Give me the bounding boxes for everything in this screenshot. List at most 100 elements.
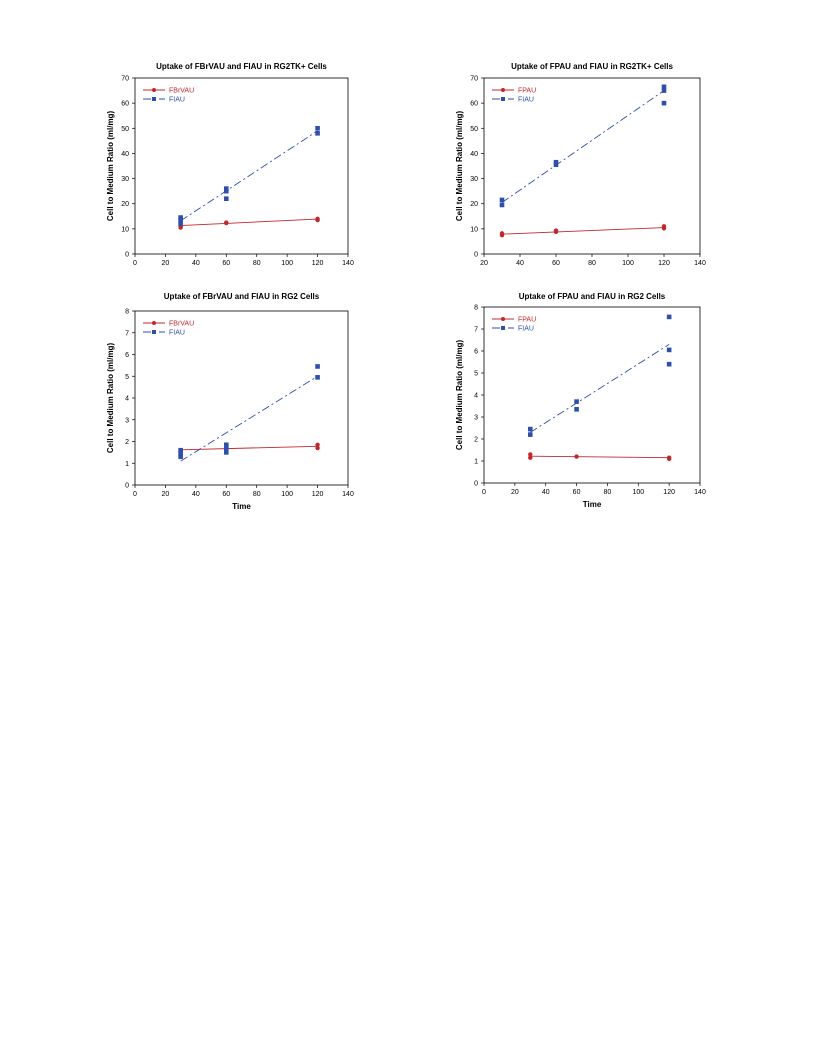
legend-marker bbox=[152, 330, 156, 334]
y-tick-label: 5 bbox=[125, 374, 129, 381]
data-point-fiau bbox=[315, 131, 320, 136]
plot-frame bbox=[483, 77, 701, 255]
y-tick-label: 30 bbox=[470, 176, 478, 183]
x-tick-label: 40 bbox=[542, 489, 550, 496]
x-tick-label: 140 bbox=[694, 260, 706, 267]
y-tick-label: 20 bbox=[470, 201, 478, 208]
x-tick-label: 80 bbox=[253, 491, 261, 498]
y-tick-label: 4 bbox=[474, 393, 478, 400]
data-point-fpau bbox=[528, 452, 533, 457]
x-axis-label: Time bbox=[232, 502, 251, 511]
data-point-fiau bbox=[666, 314, 672, 320]
data-point-fiau bbox=[666, 347, 672, 353]
y-tick-label: 0 bbox=[125, 252, 129, 259]
y-axis-label: Cell to Medium Ratio (ml/mg) bbox=[106, 343, 115, 454]
data-point-fpau bbox=[528, 455, 533, 460]
data-point-fiau bbox=[223, 442, 229, 448]
data-point-fpau bbox=[666, 455, 672, 460]
trend-line-fiau bbox=[180, 375, 318, 462]
legend-marker bbox=[152, 88, 156, 92]
x-tick-label: 100 bbox=[622, 260, 634, 267]
legend-label: FBrVAU bbox=[169, 321, 194, 328]
chart-rg2-fbrvau: Uptake of FBrVAU and FIAU in RG2 Cells 0 2… bbox=[106, 292, 354, 511]
chart-rg2tk-fbrvau: Uptake of FBrVAU and FIAU in RG2TK+ Cell… bbox=[106, 62, 354, 272]
data-point-fiau bbox=[553, 159, 559, 165]
legend-marker bbox=[501, 88, 505, 92]
data-point-fiau bbox=[178, 454, 183, 460]
y-tick-label: 0 bbox=[474, 252, 478, 259]
data-point-fpau bbox=[661, 224, 667, 229]
y-tick-label: 20 bbox=[121, 201, 129, 208]
chart-title: Uptake of FBrVAU and FIAU in RG2 Cells bbox=[164, 292, 320, 301]
data-point-fiau bbox=[499, 202, 505, 208]
y-tick-label: 10 bbox=[470, 226, 478, 233]
data-point-fiau bbox=[666, 361, 672, 367]
data-point-fiau bbox=[661, 100, 667, 106]
x-tick-label: 0 bbox=[133, 260, 137, 267]
legend-marker bbox=[152, 321, 156, 325]
x-tick-label: 40 bbox=[192, 491, 200, 498]
data-point-fpau bbox=[574, 454, 579, 459]
x-tick-label: 120 bbox=[312, 491, 324, 498]
y-tick-label: 40 bbox=[121, 151, 129, 158]
x-tick-label: 40 bbox=[192, 260, 200, 267]
y-tick-label: 60 bbox=[121, 101, 129, 108]
data-point-fpau bbox=[553, 228, 559, 233]
y-tick-label: 2 bbox=[474, 437, 478, 444]
y-tick-label: 7 bbox=[125, 330, 129, 337]
data-point-fiau bbox=[315, 125, 320, 131]
chart-title: Uptake of FPAU and FIAU in RG2TK+ Cells bbox=[511, 62, 673, 71]
data-point-fiau bbox=[178, 217, 183, 223]
x-tick-label: 80 bbox=[588, 260, 596, 267]
y-tick-label: 1 bbox=[125, 461, 129, 468]
data-point-fiau bbox=[223, 450, 229, 455]
legend-label: FIAU bbox=[169, 97, 185, 104]
legend-marker bbox=[501, 326, 505, 330]
data-point-fiau bbox=[499, 197, 505, 203]
x-tick-label: 20 bbox=[162, 260, 170, 267]
legend-label: FPAU bbox=[518, 317, 536, 324]
data-point-fbrvau bbox=[315, 442, 320, 447]
x-tick-label: 40 bbox=[516, 260, 524, 267]
data-point-fiau bbox=[315, 375, 320, 380]
y-tick-label: 2 bbox=[125, 439, 129, 446]
legend-label: FIAU bbox=[169, 330, 185, 337]
x-tick-label: 60 bbox=[222, 260, 230, 267]
legend-marker bbox=[152, 97, 156, 101]
y-axis-label: Cell to Medium Ratio (ml/mg) bbox=[106, 111, 115, 222]
data-point-fiau bbox=[553, 162, 559, 168]
x-tick-label: 0 bbox=[133, 491, 137, 498]
data-point-fbrvau bbox=[224, 220, 229, 226]
trend-line-fbrvau bbox=[180, 445, 318, 451]
data-point-fiau bbox=[178, 221, 183, 227]
y-tick-label: 3 bbox=[474, 415, 478, 422]
y-tick-label: 0 bbox=[125, 483, 129, 490]
legend-label: FBrVAU bbox=[169, 88, 194, 95]
x-tick-label: 100 bbox=[632, 489, 644, 496]
chart-rg2tk-fpau: Uptake of FPAU and FIAU in RG2TK+ Cells 2… bbox=[455, 62, 706, 272]
data-point-fiau bbox=[574, 399, 579, 404]
y-tick-label: 50 bbox=[121, 126, 129, 133]
legend-marker bbox=[501, 317, 505, 321]
y-tick-label: 7 bbox=[474, 327, 478, 334]
y-tick-label: 30 bbox=[121, 176, 129, 183]
x-tick-label: 120 bbox=[658, 260, 670, 267]
data-point-fiau bbox=[527, 432, 533, 437]
x-axis-label: Time bbox=[583, 500, 602, 509]
y-tick-label: 6 bbox=[125, 352, 129, 359]
x-tick-label: 120 bbox=[312, 260, 324, 267]
y-axis-label: Cell to Medium Ratio (ml/mg) bbox=[455, 340, 464, 451]
data-point-fiau bbox=[223, 196, 229, 201]
x-tick-label: 80 bbox=[604, 489, 612, 496]
y-tick-label: 1 bbox=[474, 459, 478, 466]
legend-marker bbox=[501, 97, 505, 101]
trend-line-fpau bbox=[501, 227, 665, 235]
y-tick-label: 0 bbox=[474, 481, 478, 488]
x-tick-label: 60 bbox=[552, 260, 560, 267]
y-tick-label: 40 bbox=[470, 151, 478, 158]
data-point-fbrvau bbox=[315, 216, 320, 221]
y-tick-label: 70 bbox=[121, 76, 129, 83]
data-point-fiau bbox=[223, 186, 229, 191]
y-tick-label: 10 bbox=[121, 226, 129, 233]
